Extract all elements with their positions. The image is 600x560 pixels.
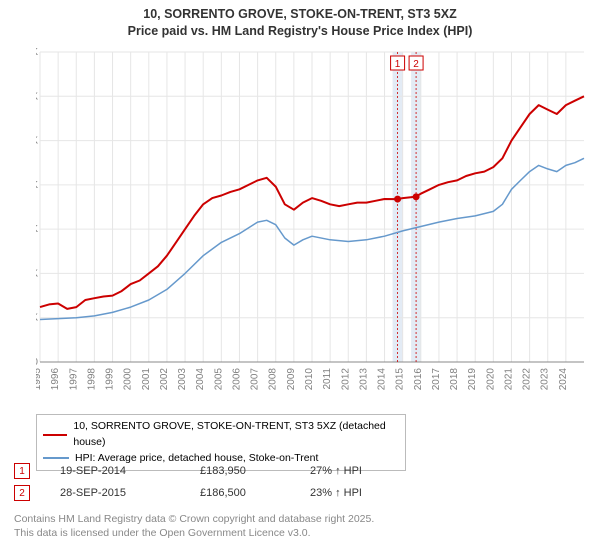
svg-text:1998: 1998	[86, 368, 97, 391]
svg-text:2015: 2015	[395, 368, 406, 391]
svg-text:2024: 2024	[558, 368, 569, 391]
svg-text:£50K: £50K	[36, 313, 38, 324]
svg-text:2013: 2013	[358, 368, 369, 391]
sale-price-2: £186,500	[200, 487, 310, 499]
sale-marker-2: 2	[14, 485, 30, 501]
sales-row-1: 1 19-SEP-2014 £183,950 27% ↑ HPI	[14, 460, 430, 482]
svg-text:£300K: £300K	[36, 91, 38, 102]
svg-text:£100K: £100K	[36, 268, 38, 279]
legend-label-1: 10, SORRENTO GROVE, STOKE-ON-TRENT, ST3 …	[73, 419, 399, 451]
svg-text:2009: 2009	[286, 368, 297, 391]
sale-date-1: 19-SEP-2014	[60, 465, 200, 477]
price-chart: £0£50K£100K£150K£200K£250K£300K£350K1995…	[36, 46, 592, 406]
svg-text:2007: 2007	[250, 368, 261, 391]
sale-marker-1: 1	[14, 463, 30, 479]
legend-row-series1: 10, SORRENTO GROVE, STOKE-ON-TRENT, ST3 …	[43, 419, 399, 451]
title-line-2: Price paid vs. HM Land Registry's House …	[0, 23, 600, 40]
sale-pct-1: 27% ↑ HPI	[310, 465, 430, 477]
attribution-line-1: Contains HM Land Registry data © Crown c…	[14, 512, 374, 526]
chart-title: 10, SORRENTO GROVE, STOKE-ON-TRENT, ST3 …	[0, 0, 600, 40]
svg-text:£350K: £350K	[36, 47, 38, 58]
svg-text:2001: 2001	[141, 368, 152, 391]
attribution-line-2: This data is licensed under the Open Gov…	[14, 526, 374, 540]
svg-text:£250K: £250K	[36, 136, 38, 147]
sales-table: 1 19-SEP-2014 £183,950 27% ↑ HPI 2 28-SE…	[14, 460, 430, 504]
attribution: Contains HM Land Registry data © Crown c…	[14, 512, 374, 540]
svg-text:2011: 2011	[322, 368, 333, 390]
svg-text:1: 1	[395, 59, 401, 70]
sales-row-2: 2 28-SEP-2015 £186,500 23% ↑ HPI	[14, 482, 430, 504]
legend-swatch-1	[43, 434, 67, 436]
svg-text:£150K: £150K	[36, 224, 38, 235]
svg-text:1995: 1995	[36, 368, 43, 391]
svg-text:2020: 2020	[485, 368, 496, 391]
svg-text:1997: 1997	[68, 368, 79, 391]
sale-date-2: 28-SEP-2015	[60, 487, 200, 499]
svg-text:2012: 2012	[340, 368, 351, 391]
svg-text:2004: 2004	[195, 368, 206, 391]
svg-text:2: 2	[413, 59, 419, 70]
svg-text:2023: 2023	[540, 368, 551, 391]
svg-text:2019: 2019	[467, 368, 478, 391]
svg-text:2016: 2016	[413, 368, 424, 391]
svg-text:2021: 2021	[503, 368, 514, 391]
title-line-1: 10, SORRENTO GROVE, STOKE-ON-TRENT, ST3 …	[0, 6, 600, 23]
svg-text:2006: 2006	[231, 368, 242, 391]
svg-text:2008: 2008	[268, 368, 279, 391]
sale-pct-2: 23% ↑ HPI	[310, 487, 430, 499]
svg-text:2014: 2014	[377, 368, 388, 391]
svg-text:£200K: £200K	[36, 180, 38, 191]
svg-text:2000: 2000	[123, 368, 134, 391]
svg-text:2005: 2005	[213, 368, 224, 391]
svg-text:2010: 2010	[304, 368, 315, 391]
svg-text:2018: 2018	[449, 368, 460, 391]
svg-text:1999: 1999	[105, 368, 116, 391]
svg-text:2022: 2022	[522, 368, 533, 391]
svg-text:2003: 2003	[177, 368, 188, 391]
svg-text:2002: 2002	[159, 368, 170, 391]
svg-text:1996: 1996	[50, 368, 61, 391]
sale-price-1: £183,950	[200, 465, 310, 477]
svg-text:2017: 2017	[431, 368, 442, 391]
